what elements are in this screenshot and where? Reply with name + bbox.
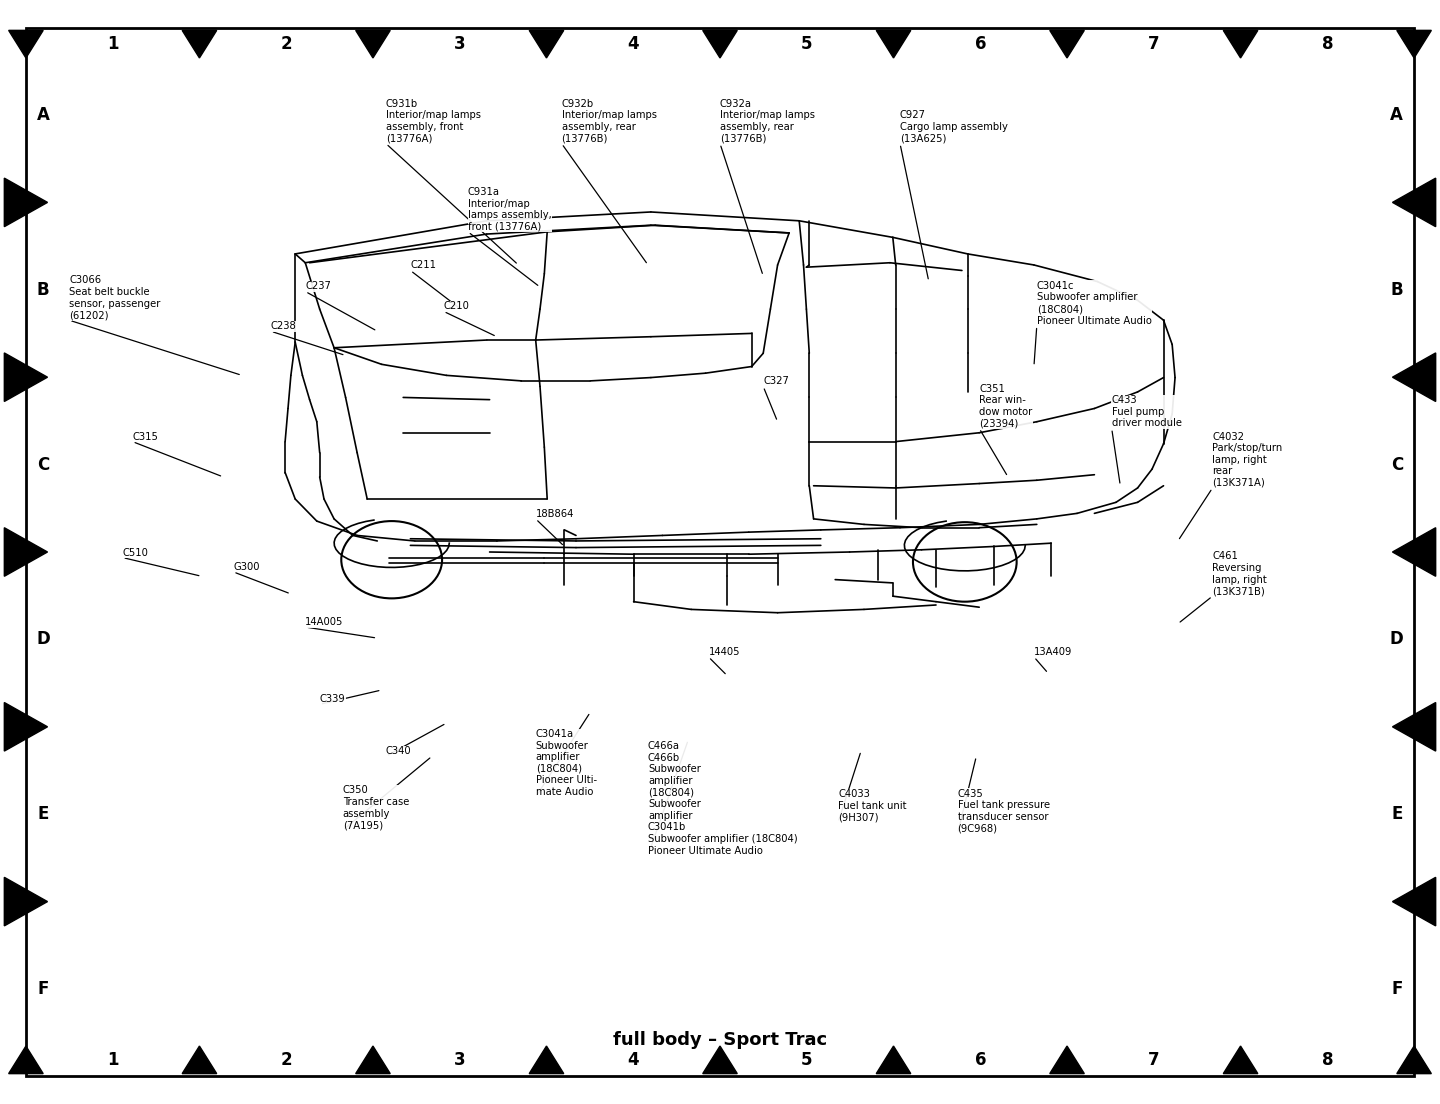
Text: F: F: [37, 980, 49, 998]
Text: E: E: [37, 805, 49, 824]
Polygon shape: [4, 178, 48, 226]
Text: C4033
Fuel tank unit
(9H307): C4033 Fuel tank unit (9H307): [838, 789, 907, 822]
Text: 1: 1: [107, 1051, 118, 1069]
Text: E: E: [1391, 805, 1403, 824]
Text: 8: 8: [1322, 35, 1333, 53]
Text: C210: C210: [444, 301, 469, 311]
Text: D: D: [1390, 630, 1404, 648]
Text: 14405: 14405: [708, 647, 740, 657]
Polygon shape: [530, 1047, 564, 1073]
Polygon shape: [4, 353, 48, 402]
Text: C3041a
Subwoofer
amplifier
(18C804)
Pioneer Ulti-
mate Audio: C3041a Subwoofer amplifier (18C804) Pion…: [536, 729, 596, 797]
Text: 7: 7: [1148, 35, 1159, 53]
Polygon shape: [1392, 702, 1436, 751]
Text: C435
Fuel tank pressure
transducer sensor
(9C968): C435 Fuel tank pressure transducer senso…: [958, 788, 1050, 834]
Text: C461
Reversing
lamp, right
(13K371B): C461 Reversing lamp, right (13K371B): [1212, 551, 1267, 596]
Polygon shape: [4, 702, 48, 751]
Text: C315: C315: [132, 432, 158, 442]
Text: C: C: [1391, 456, 1403, 474]
Text: C433
Fuel pump
driver module: C433 Fuel pump driver module: [1112, 395, 1182, 428]
Polygon shape: [1050, 31, 1084, 57]
Polygon shape: [1397, 31, 1431, 57]
Text: 4: 4: [628, 35, 639, 53]
Text: C237: C237: [305, 282, 331, 291]
Text: C932a
Interior/map lamps
assembly, rear
(13776B): C932a Interior/map lamps assembly, rear …: [720, 98, 815, 144]
Text: C932b
Interior/map lamps
assembly, rear
(13776B): C932b Interior/map lamps assembly, rear …: [562, 98, 657, 144]
Text: 6: 6: [975, 35, 986, 53]
Polygon shape: [703, 31, 737, 57]
Text: C238: C238: [271, 321, 297, 331]
Text: 8: 8: [1322, 1051, 1333, 1069]
Text: C466a
C466b
Subwoofer
amplifier
(18C804)
Subwoofer
amplifier
C3041b
Subwoofer am: C466a C466b Subwoofer amplifier (18C804)…: [648, 741, 798, 856]
Polygon shape: [703, 1047, 737, 1073]
Text: A: A: [1391, 106, 1403, 124]
Text: C3041c
Subwoofer amplifier
(18C804)
Pioneer Ultimate Audio: C3041c Subwoofer amplifier (18C804) Pion…: [1037, 280, 1152, 326]
Polygon shape: [1397, 1047, 1431, 1073]
Polygon shape: [181, 31, 216, 57]
Text: 5: 5: [801, 1051, 812, 1069]
Polygon shape: [876, 1047, 912, 1073]
Polygon shape: [1392, 353, 1436, 402]
Polygon shape: [9, 31, 43, 57]
Polygon shape: [356, 1047, 390, 1073]
Text: F: F: [1391, 980, 1403, 998]
Text: 4: 4: [628, 1051, 639, 1069]
Text: C927
Cargo lamp assembly
(13A625): C927 Cargo lamp assembly (13A625): [900, 110, 1008, 144]
Text: 5: 5: [801, 35, 812, 53]
Polygon shape: [876, 31, 912, 57]
Polygon shape: [530, 31, 564, 57]
Text: C351
Rear win-
dow motor
(23394): C351 Rear win- dow motor (23394): [979, 383, 1032, 428]
Text: 13A409: 13A409: [1034, 647, 1073, 657]
Text: C350
Transfer case
assembly
(7A195): C350 Transfer case assembly (7A195): [343, 785, 409, 830]
Text: G300: G300: [233, 562, 259, 572]
Text: D: D: [36, 630, 50, 648]
Text: C510: C510: [122, 548, 148, 558]
Text: C340: C340: [386, 746, 412, 756]
Text: 2: 2: [281, 35, 292, 53]
Polygon shape: [4, 528, 48, 576]
Text: A: A: [37, 106, 49, 124]
Polygon shape: [356, 31, 390, 57]
Polygon shape: [1224, 1047, 1259, 1073]
Polygon shape: [1392, 528, 1436, 576]
Text: 18B864: 18B864: [536, 509, 575, 519]
Polygon shape: [1392, 178, 1436, 226]
Polygon shape: [1392, 878, 1436, 926]
Polygon shape: [181, 1047, 216, 1073]
Text: C: C: [37, 456, 49, 474]
Text: C327: C327: [763, 376, 789, 386]
Text: full body – Sport Trac: full body – Sport Trac: [613, 1031, 827, 1049]
Text: C3066
Seat belt buckle
sensor, passenger
(61202): C3066 Seat belt buckle sensor, passenger…: [69, 275, 160, 320]
Text: 14A005: 14A005: [305, 617, 344, 627]
Text: C931a
Interior/map
lamps assembly,
front (13776A): C931a Interior/map lamps assembly, front…: [468, 187, 552, 232]
Text: 3: 3: [454, 35, 465, 53]
Text: C211: C211: [410, 261, 436, 270]
Polygon shape: [4, 878, 48, 926]
Text: C4032
Park/stop/turn
lamp, right
rear
(13K371A): C4032 Park/stop/turn lamp, right rear (1…: [1212, 432, 1283, 488]
Text: 3: 3: [454, 1051, 465, 1069]
Polygon shape: [1224, 31, 1259, 57]
Text: 1: 1: [107, 35, 118, 53]
Text: C339: C339: [320, 694, 346, 704]
Text: B: B: [1391, 280, 1403, 299]
Text: C931b
Interior/map lamps
assembly, front
(13776A): C931b Interior/map lamps assembly, front…: [386, 98, 481, 144]
Polygon shape: [9, 1047, 43, 1073]
Text: 7: 7: [1148, 1051, 1159, 1069]
Text: 2: 2: [281, 1051, 292, 1069]
Polygon shape: [1050, 1047, 1084, 1073]
Text: B: B: [37, 280, 49, 299]
Text: 6: 6: [975, 1051, 986, 1069]
